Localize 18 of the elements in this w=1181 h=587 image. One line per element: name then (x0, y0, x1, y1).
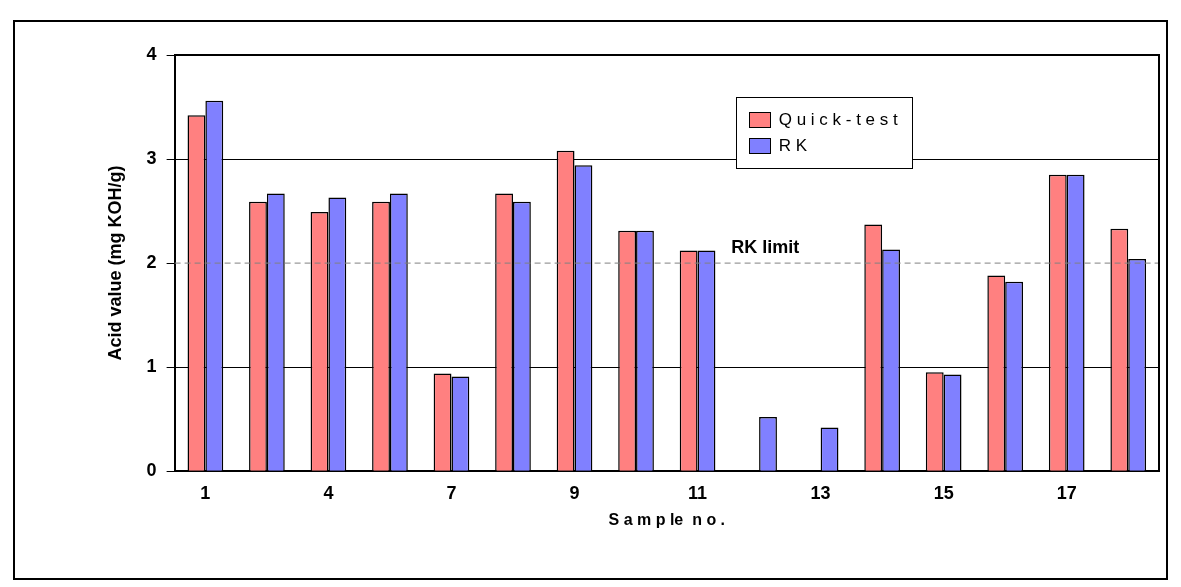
x-axis-title: S a m p le n o . (608, 510, 726, 528)
x-tick-label: 9 (569, 482, 580, 503)
y-tick-label: 2 (146, 252, 157, 273)
legend-label: Q u i c k - t e s t (778, 109, 898, 130)
x-tick-label: 11 (688, 482, 708, 503)
y-tick-label: 4 (146, 43, 157, 64)
y-axis-title: Acid value (mg KOH/g) (104, 165, 125, 361)
y-tick-label: 0 (146, 460, 157, 481)
ref-line-label: RK limit (731, 237, 800, 258)
x-tick-label: 17 (1056, 482, 1077, 503)
x-tick-label: 1 (200, 482, 211, 503)
legend-label: R K (778, 135, 808, 156)
x-tick-label: 7 (446, 482, 457, 503)
x-tick-label: 13 (810, 482, 831, 503)
x-tick-label: 4 (323, 482, 334, 503)
y-tick-label: 3 (146, 148, 157, 169)
y-tick-label: 1 (146, 356, 157, 377)
x-tick-label: 15 (933, 482, 954, 503)
